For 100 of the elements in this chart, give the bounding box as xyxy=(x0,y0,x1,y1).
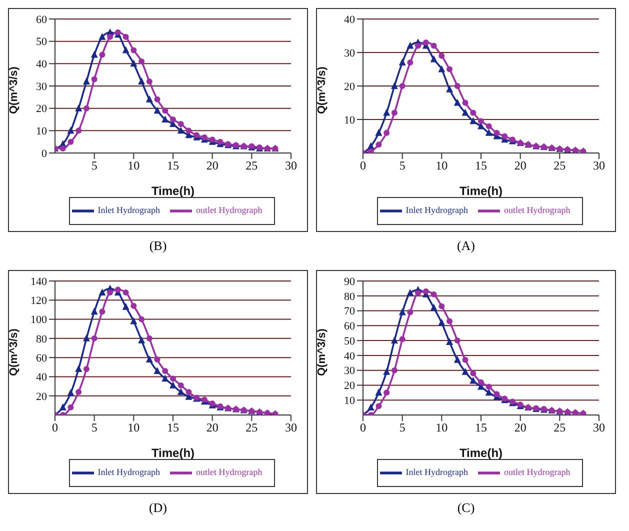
point xyxy=(114,29,121,36)
y-tick-label: 30 xyxy=(344,47,356,60)
point xyxy=(107,289,114,296)
y-tick-label: 80 xyxy=(344,290,356,303)
point xyxy=(154,96,160,102)
x-tick-label: 5 xyxy=(399,158,406,173)
point xyxy=(122,302,130,310)
point xyxy=(146,355,153,362)
point xyxy=(154,106,161,114)
point xyxy=(83,105,90,112)
point xyxy=(391,110,398,116)
point xyxy=(154,356,160,362)
x-tick-label: 25 xyxy=(554,158,566,173)
point xyxy=(415,42,422,49)
x-tick-label: 10 xyxy=(436,158,448,173)
point xyxy=(186,128,192,134)
point xyxy=(170,376,176,382)
point xyxy=(446,66,453,72)
point xyxy=(368,148,374,153)
point xyxy=(98,288,106,296)
point xyxy=(376,403,382,410)
x-axis-title: Time(h) xyxy=(459,446,503,460)
point xyxy=(138,58,145,64)
y-tick-label: 30 xyxy=(344,365,356,378)
y-tick-label: 20 xyxy=(36,390,48,403)
point xyxy=(430,55,438,62)
x-tick-label: 30 xyxy=(593,420,605,435)
point xyxy=(76,128,82,134)
point xyxy=(390,336,398,344)
x-tick-label: 5 xyxy=(91,158,98,173)
x-tick-label: 10 xyxy=(128,158,140,173)
x-tick-label: 0 xyxy=(52,420,58,435)
point xyxy=(470,117,477,124)
point xyxy=(186,389,192,396)
point xyxy=(446,85,454,92)
point xyxy=(430,291,437,298)
point xyxy=(201,134,208,140)
point xyxy=(162,374,169,382)
point xyxy=(486,123,492,130)
point xyxy=(494,130,500,136)
point xyxy=(170,381,176,388)
text: (B) xyxy=(148,238,168,254)
y-tick-label: 20 xyxy=(36,103,48,116)
point xyxy=(478,118,484,124)
point xyxy=(99,308,106,315)
point xyxy=(178,120,184,127)
x-tick-label: 20 xyxy=(514,420,526,435)
x-tick-label: 30 xyxy=(285,420,297,435)
point xyxy=(446,318,453,324)
x-tick-label: 30 xyxy=(593,158,605,173)
y-tick-label: 80 xyxy=(36,333,48,346)
point xyxy=(178,382,184,388)
point xyxy=(446,338,454,346)
y-tick-label: 40 xyxy=(344,14,356,26)
point xyxy=(91,76,98,82)
point xyxy=(67,126,74,134)
point xyxy=(478,379,484,386)
point xyxy=(485,388,492,396)
y-tick-label: 100 xyxy=(30,314,48,326)
point xyxy=(138,316,145,322)
point xyxy=(462,100,468,106)
point xyxy=(75,365,82,372)
x-tick-label: 15 xyxy=(475,420,487,435)
x-tick-label: 5 xyxy=(399,420,406,435)
y-tick-label: 70 xyxy=(344,306,356,318)
point xyxy=(438,65,446,72)
point xyxy=(422,39,429,46)
point xyxy=(76,389,82,396)
point xyxy=(146,335,152,342)
point xyxy=(67,388,74,396)
point xyxy=(399,83,406,89)
point xyxy=(154,366,161,374)
point xyxy=(454,83,460,89)
point xyxy=(398,58,406,66)
point xyxy=(485,128,492,136)
point xyxy=(59,403,66,410)
text: (A) xyxy=(456,238,476,254)
y-tick-label: 10 xyxy=(344,395,356,408)
legend-label: outlet Hydrograph xyxy=(504,205,570,216)
x-tick-label: 25 xyxy=(554,420,566,435)
x-tick-label: 0 xyxy=(360,420,366,435)
y-axis-title: Q(m^3/s) xyxy=(316,66,328,114)
point xyxy=(383,368,390,375)
x-tick-label: 15 xyxy=(167,158,179,173)
point xyxy=(130,47,137,54)
y-tick-label: 0 xyxy=(42,148,48,160)
point xyxy=(430,304,438,311)
point xyxy=(486,384,492,390)
x-tick-label: 10 xyxy=(128,420,140,435)
point xyxy=(68,404,74,410)
y-tick-label: 140 xyxy=(30,276,48,288)
point xyxy=(122,289,129,296)
point xyxy=(375,128,382,136)
point xyxy=(438,318,446,326)
point xyxy=(470,110,476,116)
point xyxy=(383,108,390,116)
point xyxy=(146,78,152,85)
point xyxy=(470,376,477,384)
y-tick-label: 30 xyxy=(36,80,48,93)
legend-label: Inlet Hydrograph xyxy=(406,205,468,216)
